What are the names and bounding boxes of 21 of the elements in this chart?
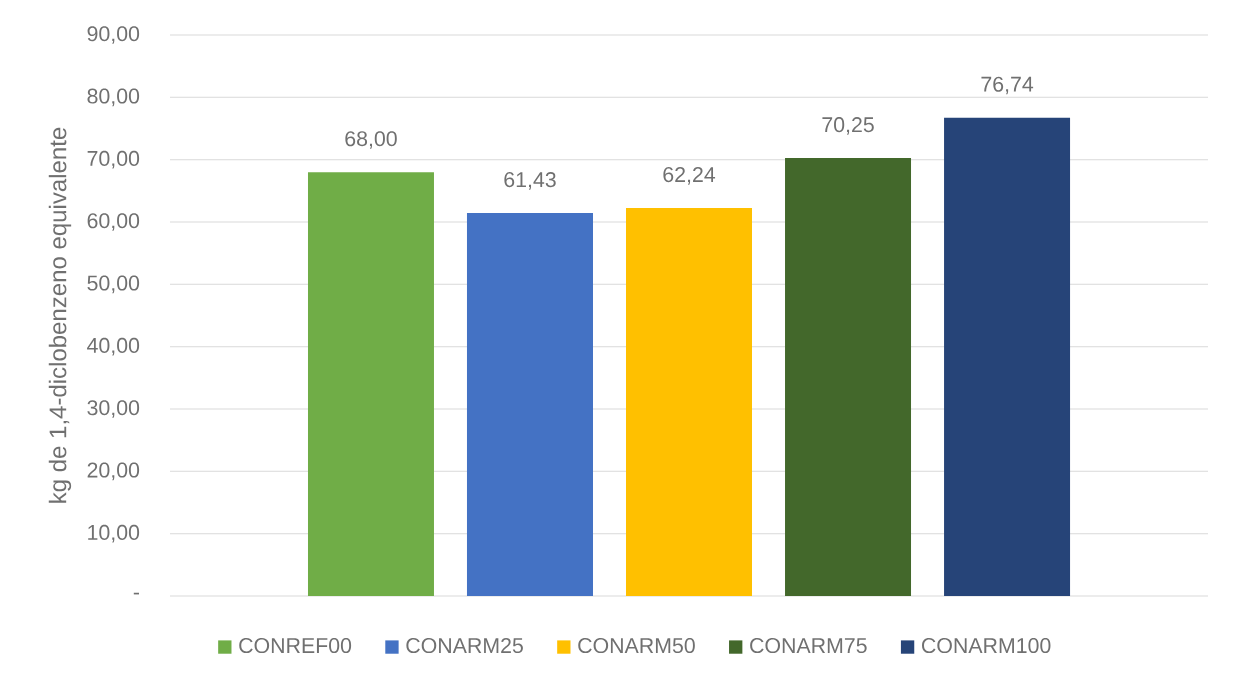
y-tick-label: 30,00 bbox=[87, 400, 140, 418]
y-tick-label: 50,00 bbox=[87, 275, 140, 294]
data-label: 68,00 bbox=[345, 131, 397, 149]
data-label: 76,74 bbox=[981, 76, 1034, 95]
legend-label: CONARM50 bbox=[578, 638, 695, 654]
legend-label: CONARM75 bbox=[750, 638, 867, 654]
data-label: 70,25 bbox=[822, 117, 874, 135]
y-tick-label: 60,00 bbox=[87, 213, 140, 231]
y-tick-label: 80,00 bbox=[87, 88, 140, 107]
y-tick-label: 20,00 bbox=[87, 462, 140, 481]
data-label: 62,24 bbox=[663, 167, 716, 185]
y-tick-label: 40,00 bbox=[87, 337, 140, 356]
y-tick-label: 10,00 bbox=[88, 524, 140, 543]
data-label: 61,43 bbox=[504, 172, 556, 190]
y-tick-label: - bbox=[133, 592, 139, 595]
y-axis-title: kg de 1,4-diclobenzeno equivalente bbox=[48, 127, 72, 503]
y-tick-label: 70,00 bbox=[87, 150, 140, 169]
legend-label: CONARM25 bbox=[406, 638, 523, 654]
y-tick-label: 90,00 bbox=[87, 26, 140, 44]
legend-label: CONARM100 bbox=[922, 638, 1051, 654]
legend-label: CONREF00 bbox=[239, 638, 352, 654]
